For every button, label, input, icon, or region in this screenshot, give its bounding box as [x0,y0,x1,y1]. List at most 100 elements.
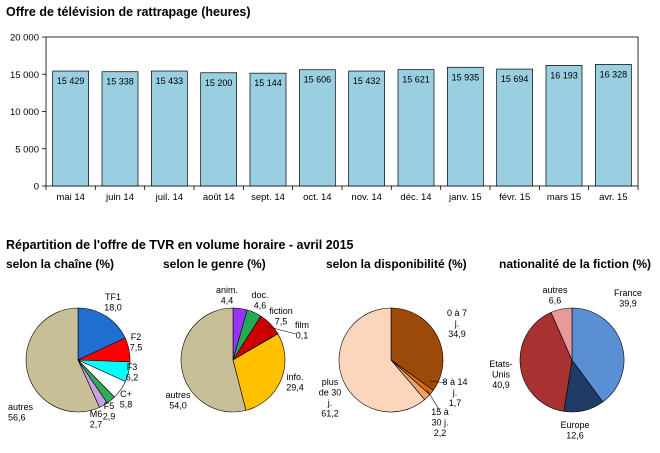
x-tick-label: sept. 14 [251,192,285,203]
pie-label: fiction [269,306,293,316]
bar [249,72,287,187]
pie-slice [232,333,286,411]
bar [397,69,435,187]
pie-label: de 30 [319,388,342,398]
pie-slice [338,307,426,413]
pie-slice [390,307,444,391]
pie-label: 4,6 [254,301,267,311]
pie-label: j. [452,388,458,398]
pie-label: TF1 [105,292,121,302]
y-tick-label: 20 000 [10,33,39,44]
bar-value-label: 15 144 [254,78,282,88]
pie-label: F2 [131,332,142,342]
bar-value-label: 16 328 [600,69,628,79]
pie-label: 61,2 [321,409,339,419]
x-tick-label: nov. 14 [351,192,381,203]
x-tick-label: janv. 15 [448,192,482,203]
bar-value-label: 15 621 [402,75,430,85]
pie-label: 8 à 14 [442,377,467,387]
pie-label: 5,8 [120,400,133,410]
pie-label: j. [454,319,460,329]
pie-label: 18,0 [104,303,122,313]
pie-label: 1,7 [449,398,462,408]
pie-label: 7,5 [275,317,288,327]
bar-value-label: 15 432 [353,76,381,86]
pie-label: Europe [560,420,589,430]
pie-label: 7,5 [130,343,143,353]
x-tick-label: févr. 15 [499,192,530,203]
pie-label: France [614,288,642,298]
pie-label: 2,2 [434,428,447,438]
pie-label: 0,1 [296,331,309,341]
leader-line [264,325,297,335]
bar-value-label: 15 338 [106,77,134,87]
x-tick-label: avr. 15 [599,192,628,203]
x-tick-label: oct. 14 [303,192,332,203]
bar-value-label: 15 694 [501,74,529,84]
pie-label: 39,9 [619,299,637,309]
y-tick-label: 5 000 [15,144,39,155]
pie-label: 2,7 [90,420,103,430]
pie-title-genre: selon le genre (%) [163,257,266,271]
bar [150,70,188,187]
pie-label: 4,4 [221,296,234,306]
bar [545,65,583,187]
bar [446,66,484,187]
y-tick-label: 0 [34,182,39,193]
pie-label: autres [165,390,191,400]
pie-label: 6,2 [126,373,139,383]
x-tick-label: juil. 14 [155,192,183,203]
pie-label: 30 j. [431,418,448,428]
pie-label: M6 [90,409,103,419]
bar [52,70,90,187]
pie-label: 40,9 [492,380,510,390]
bar [101,71,139,187]
pie-label: j. [327,398,333,408]
bar [200,72,238,187]
pie-label: Etats- [489,359,513,369]
pie-label: F5 [104,401,115,411]
x-tick-label: juin 14 [105,192,134,203]
bar-value-label: 15 606 [304,75,332,85]
pie-label: Unis [492,370,511,380]
pie-label: 0 à 7 [447,308,467,318]
pie-label: autres [542,285,568,295]
pie-slice [25,307,100,413]
pie-label: autres [8,402,34,412]
y-tick-label: 10 000 [10,107,39,118]
pie-label: 6,6 [549,296,562,306]
x-tick-label: déc. 14 [400,192,431,203]
pie-title-nationalite: nationalité de la fiction (%) [499,257,652,271]
pie-label: 56,6 [8,413,26,423]
x-tick-label: mai 14 [56,192,85,203]
bar-value-label: 15 429 [57,76,85,86]
pie-label: 54,0 [169,401,187,411]
pie-label: info. [286,372,303,382]
pie-slice [519,312,573,412]
bar-value-label: 15 433 [156,76,184,86]
pie-label: C+ [120,389,132,399]
pie-label: 15 à [431,407,449,417]
pie-slice [77,307,126,361]
pie-label: 2,9 [103,412,116,422]
leader-line [426,389,441,412]
pie-title-disponibilite: selon la disponibilité (%) [326,257,467,271]
pie-label: anim. [216,285,238,295]
pie-section-title: Répartition de l'offre de TVR en volume … [6,238,354,252]
pie-label: doc. [251,290,268,300]
pie-title-chaine: selon la chaîne (%) [6,257,115,271]
pie-label: 34,9 [448,329,466,339]
pie-label: 29,4 [286,383,304,393]
pie-slice [571,307,625,403]
y-tick-label: 15 000 [10,70,39,81]
bar [298,69,336,187]
pie-label: plus [322,377,339,387]
pie-slice [180,307,247,413]
bar-value-label: 15 935 [452,72,480,82]
bar-value-label: 15 200 [205,78,233,88]
pie-label: F3 [127,362,138,372]
pie-label: film [295,320,309,330]
leader-line [429,380,448,384]
bar-chart-title: Offre de télévision de rattrapage (heure… [6,5,251,19]
